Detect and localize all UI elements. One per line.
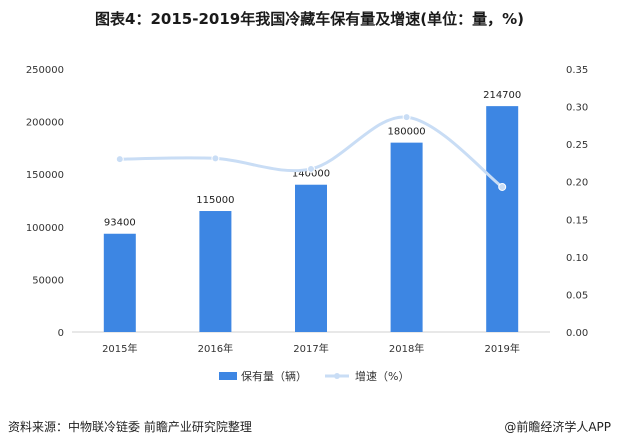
- x-axis-tick: 2019年: [484, 342, 519, 355]
- chart-title: 图表4：2015-2019年我国冷藏车保有量及增速(单位：量，%): [95, 10, 524, 28]
- right-axis-tick: 0.05: [566, 290, 588, 301]
- right-axis-tick: 0.00: [566, 328, 588, 339]
- growth-point: [498, 182, 507, 191]
- growth-point: [307, 164, 315, 173]
- left-axis-tick: 50000: [32, 275, 64, 286]
- right-axis-ticks: 0.00 0.05 0.10 0.15 0.20 0.25 0.30 0.35: [566, 65, 588, 339]
- bar: [103, 233, 136, 332]
- left-axis-tick: 150000: [26, 170, 64, 181]
- growth-point: [115, 155, 124, 164]
- bar-value-label: 93400: [104, 218, 136, 229]
- right-axis-tick: 0.10: [566, 253, 588, 264]
- x-axis-ticks: 2015年 2016年 2017年 2018年 2019年: [102, 342, 520, 355]
- left-axis-ticks: 0 50000 100000 150000 200000 250000: [26, 65, 64, 339]
- x-axis-tick: 2015年: [102, 342, 137, 355]
- legend: 保有量（辆） 增速（%）: [219, 369, 409, 383]
- bar-value-label: 180000: [388, 127, 426, 138]
- x-axis-tick: 2018年: [389, 342, 424, 355]
- legend-line-dot: [334, 373, 340, 379]
- growth-rate-points: [115, 113, 507, 191]
- bar-series: [103, 106, 519, 333]
- left-axis-tick: 250000: [26, 65, 64, 76]
- growth-point: [402, 113, 411, 122]
- left-axis-tick: 100000: [26, 223, 64, 234]
- bar: [199, 211, 232, 332]
- growth-point: [211, 154, 220, 163]
- bar-data-labels: 93400 115000 140000 180000 214700: [104, 90, 521, 229]
- x-axis-tick: 2017年: [293, 342, 328, 355]
- bar-value-label: 140000: [292, 169, 330, 180]
- left-axis-tick: 0: [58, 328, 64, 339]
- bar: [390, 142, 423, 332]
- left-axis-tick: 200000: [26, 118, 64, 129]
- bar-value-label: 115000: [196, 195, 234, 206]
- bar-value-label: 214700: [483, 90, 521, 101]
- right-axis-tick: 0.35: [566, 65, 588, 76]
- brand-credit: @前瞻经济学人APP: [504, 420, 611, 434]
- source-note: 资料来源：中物联冷链委 前瞻产业研究院整理: [8, 420, 252, 434]
- growth-rate-line: [119, 115, 504, 189]
- right-axis-tick: 0.25: [566, 140, 588, 151]
- bar: [486, 106, 519, 333]
- right-axis-tick: 0.30: [566, 103, 588, 114]
- bar: [295, 184, 327, 332]
- legend-bar-label: 保有量（辆）: [241, 369, 307, 383]
- legend-line-label: 增速（%）: [355, 369, 409, 383]
- right-axis-tick: 0.15: [566, 215, 588, 226]
- x-axis-tick: 2016年: [198, 342, 233, 355]
- legend-bar-swatch: [219, 372, 237, 380]
- right-axis-tick: 0.20: [566, 178, 588, 189]
